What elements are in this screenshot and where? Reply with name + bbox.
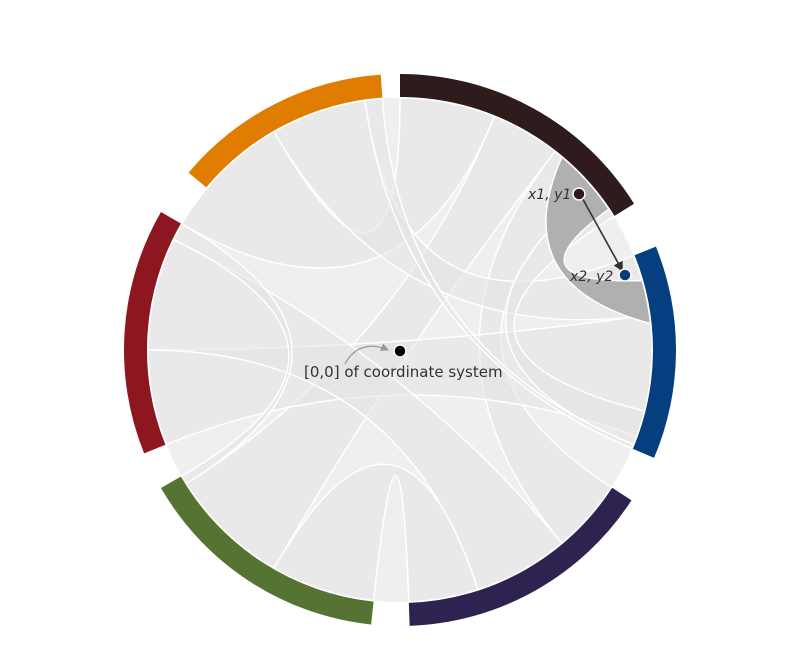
highlighted-ribbon[interactable]	[545, 155, 652, 325]
group-arc-dark-brown[interactable]	[400, 74, 635, 216]
chord-ribbon[interactable]	[172, 222, 293, 485]
point-2-marker	[618, 268, 632, 282]
chord-ribbon[interactable]	[364, 97, 635, 450]
group-arc-green[interactable]	[160, 476, 374, 625]
ribbon-layer	[147, 97, 653, 603]
point-1-label: x1, y1	[527, 187, 571, 203]
origin-label: [0,0] of coordinate system	[304, 363, 503, 381]
direction-arrow	[579, 193, 623, 272]
group-arc-purple[interactable]	[408, 487, 632, 626]
group-arc-blue[interactable]	[632, 246, 676, 458]
chord-ribbon[interactable]	[185, 115, 557, 570]
point-2-label: x2, y2	[569, 269, 613, 285]
point-1-marker	[572, 187, 586, 201]
chord-ribbon[interactable]	[272, 99, 651, 321]
origin-leader-line	[344, 343, 389, 365]
group-arc-layer	[124, 74, 676, 626]
group-arc-orange[interactable]	[188, 74, 383, 188]
origin-point	[393, 344, 407, 358]
chord-ribbon[interactable]	[272, 463, 479, 603]
group-arc-red[interactable]	[124, 212, 181, 454]
